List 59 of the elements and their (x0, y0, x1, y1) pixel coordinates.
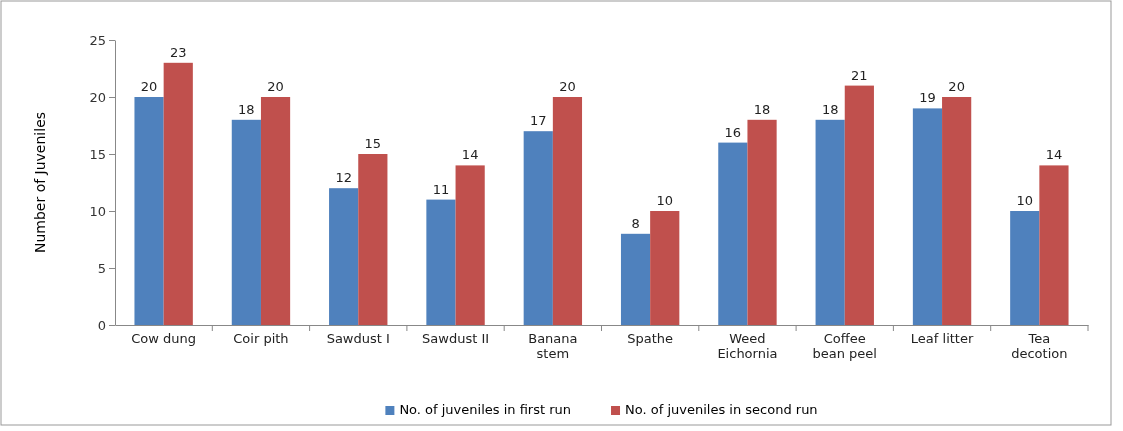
data-label: 18 (753, 101, 771, 117)
bar (718, 142, 748, 325)
data-label: 18 (238, 101, 255, 117)
bar (1039, 165, 1069, 325)
bar (1010, 211, 1040, 325)
data-label: 17 (529, 113, 547, 129)
data-label: 14 (1045, 147, 1063, 163)
data-label: 16 (724, 124, 742, 140)
bar (815, 119, 845, 325)
data-label: 20 (559, 79, 576, 94)
x-tick-label: Tea decotion (1011, 331, 1068, 362)
x-tick-label: Sawdust I (326, 331, 390, 347)
bar (912, 108, 943, 325)
y-tick-label: 5 (97, 260, 106, 276)
bar (426, 199, 456, 325)
bar (260, 97, 291, 325)
data-label: 15 (364, 136, 382, 151)
data-label: 18 (821, 101, 839, 117)
bar (455, 165, 485, 325)
bar (942, 97, 972, 325)
bar (134, 97, 164, 325)
data-label: 14 (461, 147, 479, 163)
bar (650, 211, 680, 325)
y-tick-label: 15 (89, 146, 106, 162)
data-label: 20 (140, 79, 158, 94)
data-label: 12 (335, 170, 352, 186)
bar (163, 62, 193, 325)
x-tick-label: Sawdust II (422, 331, 490, 347)
y-tick-label: 20 (89, 89, 106, 105)
legend-label: No. of juveniles in second run (625, 402, 818, 417)
data-label: 20 (267, 79, 284, 94)
x-tick-label: Leaf litter (910, 331, 974, 347)
bar (329, 188, 359, 325)
bar (358, 154, 388, 325)
data-label: 10 (1016, 193, 1034, 208)
x-tick-label: Spathe (627, 331, 674, 347)
bar (523, 131, 553, 325)
data-label: 23 (169, 44, 187, 60)
bar (844, 85, 874, 325)
x-tick-label: Coffee bean peel (812, 331, 877, 362)
legend-label: No. of juveniles in first run (399, 402, 572, 417)
x-tick-label: Cow dung (131, 331, 197, 347)
x-tick-label: Banana stem (528, 331, 578, 362)
data-label: 20 (948, 79, 965, 94)
x-tick-label: Coir pith (233, 331, 289, 347)
x-tick-label: Weed Eichornia (717, 331, 778, 362)
data-label: 8 (631, 215, 640, 231)
data-label: 21 (851, 67, 868, 83)
y-tick-label: 10 (89, 203, 106, 219)
y-axis-title: Number of Juveniles (32, 111, 48, 254)
bar (231, 119, 261, 325)
bar (552, 97, 583, 325)
data-label: 10 (656, 193, 674, 208)
y-tick-label: 0 (97, 317, 106, 333)
bar (747, 119, 777, 325)
data-label: 19 (919, 90, 936, 106)
bar (620, 233, 651, 325)
y-tick-label: 25 (89, 32, 106, 48)
data-label: 11 (432, 181, 450, 197)
